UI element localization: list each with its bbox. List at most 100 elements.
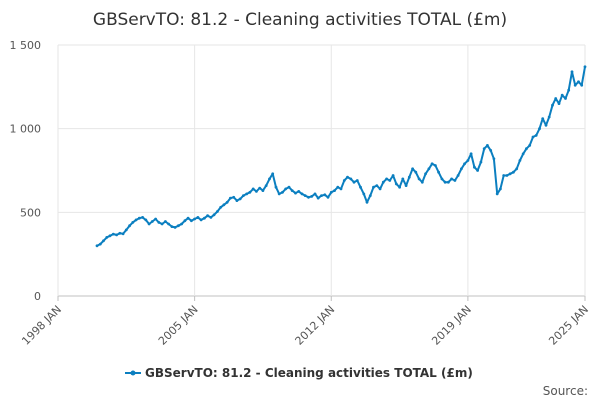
data-point[interactable]	[557, 102, 561, 105]
data-point[interactable]	[541, 117, 545, 120]
data-point[interactable]	[447, 180, 450, 184]
data-point[interactable]	[499, 187, 502, 191]
data-point[interactable]	[251, 187, 255, 191]
data-point[interactable]	[108, 234, 112, 238]
data-point[interactable]	[495, 192, 499, 196]
data-point[interactable]	[560, 93, 564, 97]
data-point[interactable]	[141, 216, 145, 219]
data-point[interactable]	[144, 218, 148, 222]
data-point[interactable]	[528, 144, 532, 147]
data-point[interactable]	[453, 179, 457, 182]
data-point[interactable]	[375, 184, 379, 188]
data-point[interactable]	[300, 192, 304, 196]
data-point[interactable]	[381, 180, 385, 184]
data-point[interactable]	[170, 225, 174, 229]
data-point[interactable]	[180, 222, 184, 226]
data-point[interactable]	[154, 217, 158, 221]
data-point[interactable]	[362, 192, 366, 196]
data-point[interactable]	[274, 185, 278, 189]
data-point[interactable]	[290, 189, 294, 193]
data-point[interactable]	[469, 152, 473, 156]
data-point[interactable]	[547, 115, 551, 119]
data-point[interactable]	[443, 180, 447, 184]
data-point[interactable]	[352, 180, 356, 184]
data-point[interactable]	[264, 184, 268, 188]
data-point[interactable]	[124, 228, 128, 232]
data-point[interactable]	[414, 170, 418, 174]
data-point[interactable]	[508, 172, 512, 176]
data-point[interactable]	[255, 190, 258, 193]
data-point[interactable]	[372, 185, 375, 189]
data-point[interactable]	[216, 210, 219, 213]
legend[interactable]: GBServTO: 81.2 - Cleaning activities TOT…	[125, 366, 473, 380]
data-point[interactable]	[531, 135, 535, 139]
data-point[interactable]	[287, 185, 291, 189]
data-point[interactable]	[157, 221, 161, 224]
data-point[interactable]	[580, 83, 584, 87]
data-point[interactable]	[212, 213, 216, 217]
data-point[interactable]	[95, 244, 99, 248]
data-point[interactable]	[115, 233, 118, 237]
data-point[interactable]	[456, 174, 460, 177]
data-point[interactable]	[147, 222, 151, 226]
data-point[interactable]	[407, 175, 411, 179]
data-point[interactable]	[359, 185, 362, 189]
data-point[interactable]	[368, 194, 372, 198]
data-point[interactable]	[342, 179, 346, 182]
data-point[interactable]	[512, 170, 515, 174]
data-point[interactable]	[316, 196, 320, 200]
data-point[interactable]	[398, 185, 401, 189]
data-point[interactable]	[567, 88, 571, 92]
data-point[interactable]	[385, 177, 388, 181]
data-point[interactable]	[268, 177, 271, 181]
data-point[interactable]	[297, 190, 301, 193]
data-point[interactable]	[336, 185, 340, 189]
data-point[interactable]	[479, 160, 483, 164]
data-point[interactable]	[401, 177, 405, 181]
data-point[interactable]	[417, 177, 421, 181]
data-point[interactable]	[515, 167, 519, 171]
data-point[interactable]	[466, 159, 470, 162]
data-point[interactable]	[242, 194, 245, 198]
data-point[interactable]	[183, 219, 187, 223]
data-point[interactable]	[121, 232, 125, 236]
data-point[interactable]	[450, 177, 453, 181]
data-point[interactable]	[489, 149, 493, 152]
data-point[interactable]	[235, 199, 239, 203]
data-point[interactable]	[209, 216, 213, 219]
data-point[interactable]	[554, 97, 558, 100]
data-point[interactable]	[411, 167, 414, 171]
data-point[interactable]	[427, 167, 431, 171]
data-point[interactable]	[534, 134, 538, 137]
data-point[interactable]	[160, 222, 164, 226]
data-point[interactable]	[307, 195, 310, 199]
data-point[interactable]	[486, 144, 489, 147]
data-point[interactable]	[505, 174, 509, 177]
data-point[interactable]	[271, 172, 275, 176]
data-point[interactable]	[206, 214, 210, 218]
data-point[interactable]	[294, 191, 297, 195]
data-point[interactable]	[248, 190, 252, 194]
data-point[interactable]	[473, 165, 476, 169]
data-point[interactable]	[323, 193, 327, 197]
data-point[interactable]	[219, 205, 223, 209]
data-point[interactable]	[476, 169, 479, 172]
data-point[interactable]	[131, 221, 135, 224]
data-point[interactable]	[525, 147, 528, 151]
data-point[interactable]	[173, 226, 177, 229]
data-point[interactable]	[118, 231, 122, 235]
data-point[interactable]	[222, 203, 226, 207]
data-point[interactable]	[134, 218, 138, 222]
data-point[interactable]	[258, 186, 262, 190]
data-point[interactable]	[320, 194, 323, 198]
data-point[interactable]	[199, 218, 203, 222]
data-point[interactable]	[310, 195, 314, 198]
series-line[interactable]	[96, 65, 586, 247]
data-point[interactable]	[365, 200, 369, 204]
data-point[interactable]	[460, 167, 463, 171]
data-point[interactable]	[463, 162, 466, 166]
data-point[interactable]	[388, 179, 392, 182]
data-point[interactable]	[277, 192, 281, 196]
data-point[interactable]	[313, 192, 317, 196]
data-point[interactable]	[186, 216, 190, 220]
